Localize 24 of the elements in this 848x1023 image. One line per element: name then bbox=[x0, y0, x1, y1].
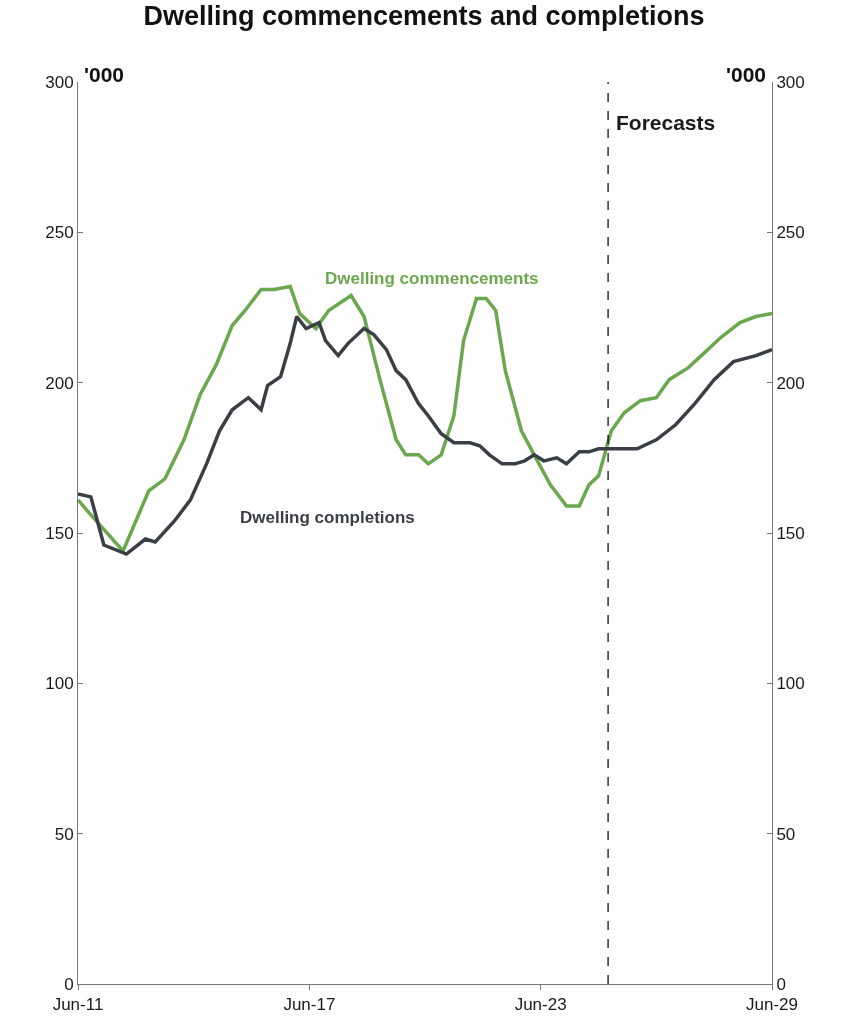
series-label: Dwelling commencements bbox=[325, 269, 539, 288]
x-tick-label: Jun-29 bbox=[746, 995, 798, 1015]
y2-tick-label: 300 bbox=[776, 72, 805, 92]
y-tick-label: 250 bbox=[45, 223, 74, 243]
y-axis-title: '000 bbox=[84, 63, 125, 86]
chart-title: Dwelling commencements and completions bbox=[143, 1, 705, 32]
y2-tick-label: 100 bbox=[776, 674, 805, 694]
y-tick-label: 0 bbox=[64, 974, 74, 994]
y2-axis-title: '000 bbox=[726, 63, 767, 86]
y-tick-label: 300 bbox=[45, 72, 74, 92]
y2-tick-label: 250 bbox=[776, 223, 805, 243]
y2-tick-label: 150 bbox=[776, 523, 805, 543]
y-tick-label: 150 bbox=[45, 523, 74, 543]
x-tick-label: Jun-23 bbox=[514, 995, 567, 1015]
y2-tick-label: 0 bbox=[776, 974, 786, 994]
y-tick-label: 200 bbox=[45, 373, 74, 393]
text: Dwelling completions bbox=[240, 508, 415, 527]
x-tick-label: Jun-11 bbox=[52, 995, 104, 1015]
ref-line-label: Forecasts bbox=[616, 111, 716, 134]
x-tick-label: Jun-17 bbox=[283, 995, 336, 1015]
y-tick-label: 50 bbox=[54, 824, 74, 844]
y2-tick-label: 200 bbox=[776, 373, 805, 393]
y2-tick-label: 50 bbox=[776, 824, 796, 844]
y-tick-label: 100 bbox=[45, 674, 74, 694]
